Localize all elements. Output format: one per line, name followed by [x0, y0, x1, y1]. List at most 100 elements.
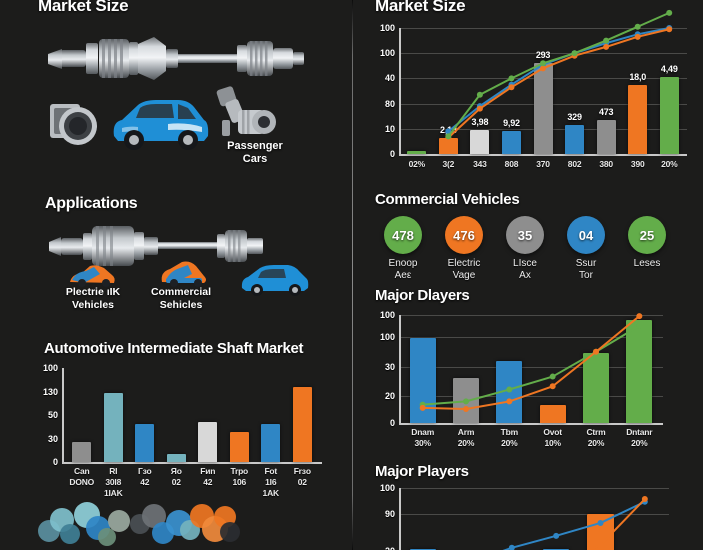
bar[interactable]: [229, 431, 249, 462]
bar-group[interactable]: [531, 315, 574, 423]
bar[interactable]: [596, 119, 616, 154]
trend-point[interactable]: [549, 373, 556, 380]
bar[interactable]: [103, 393, 123, 462]
market-size-y-axis: 100 100 40 80 10 0: [369, 23, 399, 159]
trend-point[interactable]: [476, 91, 483, 98]
trend-point[interactable]: [540, 60, 546, 67]
stat-circle-item[interactable]: 478 Enoop Aеε: [375, 216, 431, 282]
trend-point[interactable]: [506, 386, 513, 393]
bar-group[interactable]: [192, 368, 224, 462]
x-axis-label: Яo 02: [161, 466, 193, 499]
bar[interactable]: [659, 77, 679, 154]
major-dlayers-x-axis-line: [399, 423, 663, 425]
trend-point[interactable]: [634, 23, 641, 30]
bar-group[interactable]: [98, 368, 130, 462]
trend-point[interactable]: [666, 9, 673, 16]
bar[interactable]: [72, 442, 92, 462]
bar-group[interactable]: [618, 315, 661, 423]
y-tick: 0: [389, 149, 395, 159]
bar-group[interactable]: 329: [559, 28, 591, 154]
stat-circle-item[interactable]: 04 Ssur Tor: [558, 216, 614, 282]
stat-circle-item[interactable]: 25 Leses: [619, 216, 675, 282]
trend-point[interactable]: [463, 398, 469, 405]
major-players-gridlines: [399, 488, 669, 550]
y-tick: 90: [384, 508, 395, 519]
x-axis-label: Dnam 30%: [401, 427, 444, 449]
application-label-1-line1: Commercial: [150, 286, 212, 298]
bar-group[interactable]: 293: [527, 28, 559, 154]
major-dlayers-x-labels: Dnam 30% Arm 20% Tbm 20% Ovot 10% Ctrm 20% Dntanr 2…: [401, 427, 661, 449]
bar-group[interactable]: 3,98: [464, 28, 496, 154]
bar-group[interactable]: [66, 368, 98, 462]
stat-circle-item[interactable]: 476 Electric Vage: [436, 216, 492, 282]
right-market-size-title: Market Size: [375, 0, 466, 15]
bar-group[interactable]: 9,92: [496, 28, 528, 154]
trend-point[interactable]: [463, 405, 469, 412]
bar[interactable]: [470, 130, 490, 154]
bar-value-label: 329: [567, 112, 582, 123]
trend-point[interactable]: [593, 348, 599, 355]
bar[interactable]: [539, 404, 566, 423]
trend-point[interactable]: [506, 398, 513, 405]
trend-point[interactable]: [571, 50, 578, 57]
trend-point[interactable]: [634, 33, 641, 40]
bar[interactable]: [438, 137, 458, 154]
stat-circle-value: 476: [445, 216, 483, 254]
major-players-chart: 100 90 20: [369, 483, 669, 550]
bar[interactable]: [565, 125, 585, 154]
bar[interactable]: [582, 352, 609, 423]
x-axis-label: Гзо 42: [129, 466, 161, 499]
bar[interactable]: [198, 421, 218, 462]
trend-point[interactable]: [603, 43, 610, 50]
trend-point[interactable]: [508, 75, 515, 82]
gridline: [399, 366, 663, 368]
bar[interactable]: [502, 131, 521, 154]
bar-group[interactable]: [224, 368, 256, 462]
bar-group[interactable]: [287, 368, 319, 462]
trend-point[interactable]: [445, 133, 452, 140]
bar-group[interactable]: [534, 488, 578, 550]
bar[interactable]: [292, 386, 312, 462]
trend-point[interactable]: [666, 26, 673, 33]
y-tick: 100: [379, 310, 395, 320]
trend-point[interactable]: [476, 105, 483, 112]
bar[interactable]: [135, 424, 155, 462]
bar-group[interactable]: [401, 488, 445, 550]
trend-point[interactable]: [508, 84, 515, 91]
applications-title: Applications: [45, 195, 138, 212]
trend-point[interactable]: [603, 37, 610, 44]
trend-point[interactable]: [597, 519, 604, 526]
bar-group[interactable]: [161, 368, 193, 462]
bar-group[interactable]: [129, 368, 161, 462]
bar[interactable]: [533, 63, 553, 154]
trend-point[interactable]: [419, 404, 426, 411]
bar[interactable]: [628, 84, 648, 154]
application-label-0-line1: Plectrie ıIK: [65, 286, 121, 298]
x-axis-label: Arm 20%: [444, 427, 487, 449]
bar-group[interactable]: 4,49: [654, 28, 686, 154]
trend-point[interactable]: [597, 542, 604, 549]
bar-group[interactable]: [401, 28, 433, 154]
y-tick: 50: [47, 410, 58, 420]
bar[interactable]: [407, 151, 427, 154]
bar[interactable]: [409, 548, 437, 550]
trend-point[interactable]: [549, 383, 556, 390]
stat-circle-item[interactable]: 35 LIsce Ax: [497, 216, 553, 282]
bar[interactable]: [542, 548, 570, 550]
bar[interactable]: [626, 320, 653, 423]
bar-group[interactable]: [255, 368, 287, 462]
trend-point[interactable]: [641, 496, 648, 503]
x-axis-label: 380: [590, 159, 622, 170]
trend-point[interactable]: [540, 65, 546, 72]
trend-point[interactable]: [636, 322, 643, 329]
trend-point[interactable]: [508, 544, 515, 550]
bar-group[interactable]: [574, 315, 617, 423]
trend-point[interactable]: [553, 532, 560, 539]
bar-group[interactable]: 473: [590, 28, 622, 154]
trend-point[interactable]: [636, 313, 643, 320]
bar[interactable]: [166, 454, 186, 462]
major-dlayers-y-axis: 100 100 30 20 0: [369, 310, 399, 428]
bar[interactable]: [261, 424, 281, 462]
bar-group[interactable]: 18,0: [622, 28, 654, 154]
